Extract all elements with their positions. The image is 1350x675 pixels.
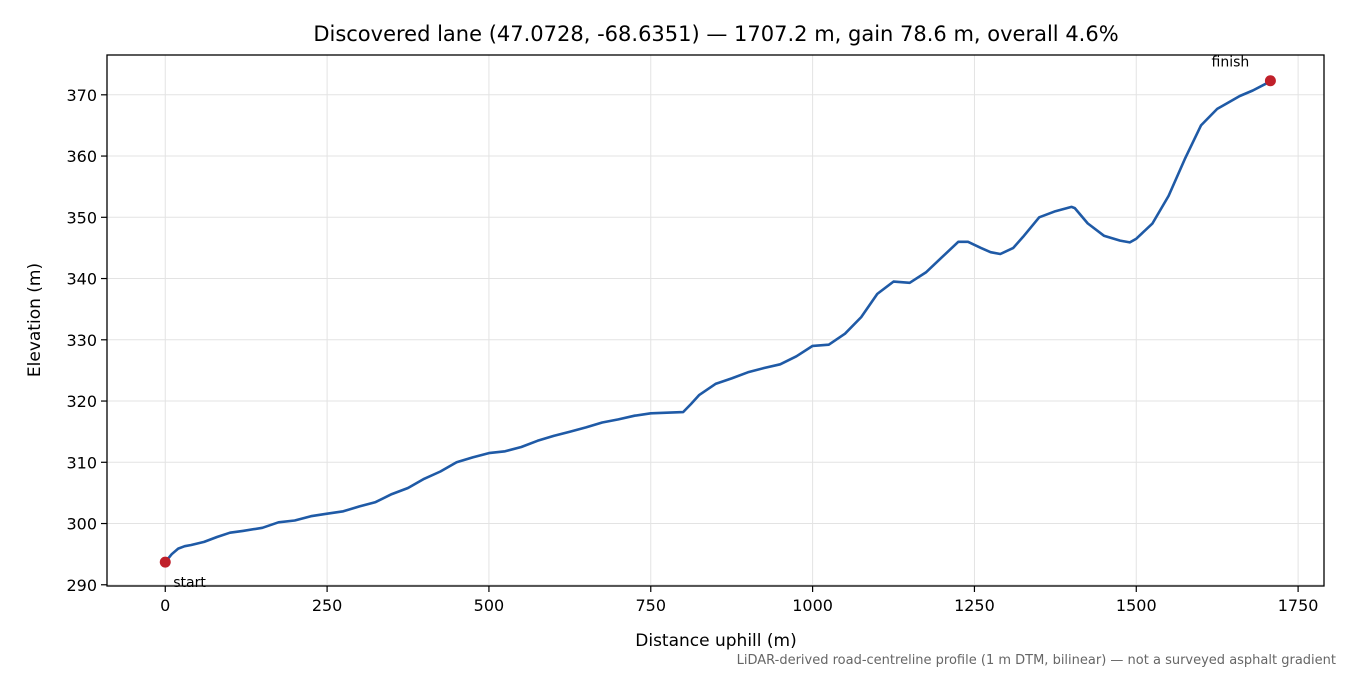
x-tick-label: 500 xyxy=(474,596,505,615)
x-axis-label: Distance uphill (m) xyxy=(635,631,796,651)
y-tick-label: 370 xyxy=(66,86,97,105)
x-tick-label: 250 xyxy=(312,596,343,615)
x-tick-label: 1250 xyxy=(954,596,995,615)
y-axis-label: Elevation (m) xyxy=(25,263,45,377)
x-tick-label: 1750 xyxy=(1278,596,1319,615)
start-marker xyxy=(159,556,171,568)
y-tick-label: 320 xyxy=(66,392,97,411)
grid xyxy=(107,55,1324,586)
start-label: start xyxy=(173,575,206,591)
x-tick-label: 1500 xyxy=(1116,596,1157,615)
axis-ticks: 0 250 500 750 1000 1250 1500 1750 290 300 310 320 33… xyxy=(66,86,1318,615)
y-tick-label: 290 xyxy=(66,576,97,595)
finish-label: finish xyxy=(1212,55,1250,71)
y-tick-label: 310 xyxy=(66,453,97,472)
chart-title: Discovered lane (47.0728, -68.6351) — 17… xyxy=(313,22,1118,46)
y-tick-label: 350 xyxy=(66,208,97,227)
x-tick-label: 750 xyxy=(635,596,666,615)
y-tick-label: 340 xyxy=(66,270,97,289)
elevation-line xyxy=(164,79,1272,564)
footnote: LiDAR-derived road-centreline profile (1… xyxy=(737,653,1336,668)
x-tick-label: 0 xyxy=(160,596,170,615)
plot-frame xyxy=(106,54,1325,587)
finish-marker xyxy=(1264,75,1276,87)
y-tick-label: 330 xyxy=(66,331,97,350)
data-layer: start finish xyxy=(159,55,1276,591)
y-tick-label: 360 xyxy=(66,147,97,166)
y-tick-label: 300 xyxy=(66,515,97,534)
x-tick-label: 1000 xyxy=(792,596,833,615)
